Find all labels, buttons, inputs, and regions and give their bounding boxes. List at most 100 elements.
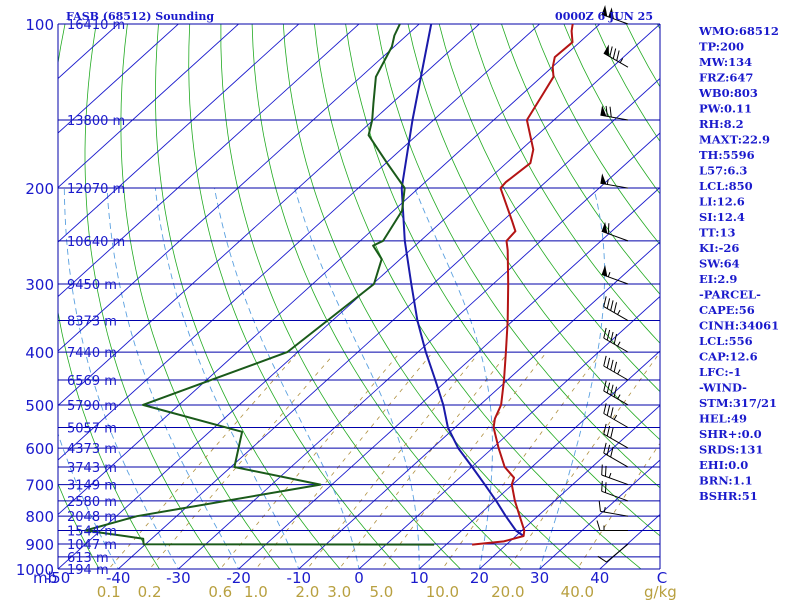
dry-adiabat: [345, 24, 660, 537]
index-line: BRN:1.1: [699, 474, 753, 488]
dry-adiabat: [470, 24, 660, 344]
barb-full: [610, 384, 614, 396]
barb-full: [603, 380, 607, 392]
dry-adiabat: [58, 482, 100, 569]
index-line: MW:134: [699, 55, 752, 69]
isotherm: [58, 24, 360, 298]
dry-adiabat: [376, 24, 660, 489]
barb-full: [604, 482, 607, 493]
index-line: L57:6.3: [699, 164, 747, 178]
barb-full: [610, 331, 614, 343]
index-line: EHI:0.0: [699, 458, 748, 472]
barb-full: [610, 359, 614, 371]
barb-staff: [603, 52, 629, 68]
moist-adiabat: [106, 188, 240, 569]
wind-barb: [603, 296, 629, 321]
isotherm: [58, 24, 240, 189]
isotherm: [177, 132, 660, 569]
barb-full: [606, 405, 611, 416]
barb-staff: [603, 413, 629, 428]
index-line: HEL:49: [699, 412, 747, 426]
index-line: TH:5596: [699, 148, 755, 162]
dry-adiabat: [532, 24, 660, 246]
mixing-ratio-line: [576, 442, 660, 569]
barb-full: [610, 427, 614, 439]
barb-full: [612, 48, 617, 59]
mixing-ratio-unit: g/kg: [644, 583, 677, 600]
barb-half: [619, 58, 624, 63]
index-line: CAPE:56: [699, 303, 755, 317]
barb-half: [608, 472, 612, 478]
mixing-ratio-label: 1.0: [244, 583, 268, 600]
index-line: SW:64: [699, 257, 740, 271]
barb-full: [606, 298, 611, 309]
moist-adiabat: [63, 188, 179, 569]
barb-staff: [601, 273, 629, 285]
isotherm: [0, 12, 11, 581]
barb-full: [598, 500, 601, 512]
pressure-tick-label: 800: [25, 508, 54, 526]
barb-pennant: [601, 5, 608, 17]
barb-full: [606, 425, 611, 437]
barb-staff: [603, 337, 629, 353]
dry-adiabat-lines: [58, 24, 660, 569]
barb-staff: [601, 230, 629, 242]
mixing-ratio-label: 0.6: [208, 583, 232, 600]
index-line: -WIND-: [699, 381, 747, 395]
height-label: 1047 m: [67, 538, 117, 553]
barb-full: [610, 407, 614, 418]
barb-staff: [600, 114, 629, 121]
dry-adiabat: [220, 24, 461, 569]
isotherm: [58, 24, 541, 461]
isotherm-lines: [0, 12, 660, 581]
barb-staff: [601, 490, 629, 502]
temperature-tick-label: 20: [470, 569, 489, 587]
temperature-tick-label: 0: [354, 569, 364, 587]
wind-barb: [601, 464, 629, 486]
index-line: STM:317/21: [699, 396, 777, 410]
barb-full: [607, 223, 610, 234]
barb-pennant: [601, 265, 608, 277]
index-line: KI:-26: [699, 241, 739, 255]
moist-adiabat: [414, 187, 493, 569]
index-line: WMO:68512: [698, 24, 779, 38]
index-line: CINH:34061: [699, 319, 779, 333]
barb-full: [616, 50, 620, 61]
isotherm: [58, 24, 601, 516]
wind-barb: [603, 442, 629, 468]
isotherm: [58, 24, 180, 134]
height-label: 613 m: [67, 551, 109, 566]
barb-half: [613, 414, 618, 420]
index-line: SRDS:131: [699, 443, 763, 457]
barb-full: [603, 296, 607, 307]
wind-barb: [603, 380, 629, 406]
height-label: 5057 m: [67, 421, 117, 436]
barb-staff: [603, 365, 629, 381]
isotherm: [298, 241, 660, 569]
isotherm: [538, 459, 660, 569]
index-line: -PARCEL-: [699, 288, 761, 302]
barb-full: [606, 444, 611, 456]
wind-barb: [601, 5, 629, 25]
barb-full: [610, 446, 614, 458]
mixing-ratio-label: 0.1: [97, 583, 121, 600]
barb-pennant: [600, 173, 607, 185]
barb-full: [613, 333, 618, 345]
wind-barb: [603, 355, 629, 381]
pressure-tick-label: 600: [25, 440, 54, 458]
barb-full: [610, 300, 614, 311]
pressure-tick-label: 500: [25, 397, 54, 415]
index-line: WB0:803: [698, 86, 758, 100]
height-label: 16410 m: [67, 18, 125, 33]
barb-full: [603, 423, 607, 435]
parcel-trace: [400, 24, 525, 537]
barb-full: [609, 106, 612, 118]
index-line: LI:12.6: [699, 195, 745, 209]
mixing-ratio-label: 10.0: [426, 583, 459, 600]
index-line: TP:200: [699, 40, 744, 54]
temperature-tick-label: -10: [287, 569, 312, 587]
index-line: PW:0.11: [699, 102, 752, 116]
mixing-ratio-label: 0.2: [138, 583, 162, 600]
barb-full: [613, 302, 618, 313]
barb-full: [605, 105, 608, 117]
